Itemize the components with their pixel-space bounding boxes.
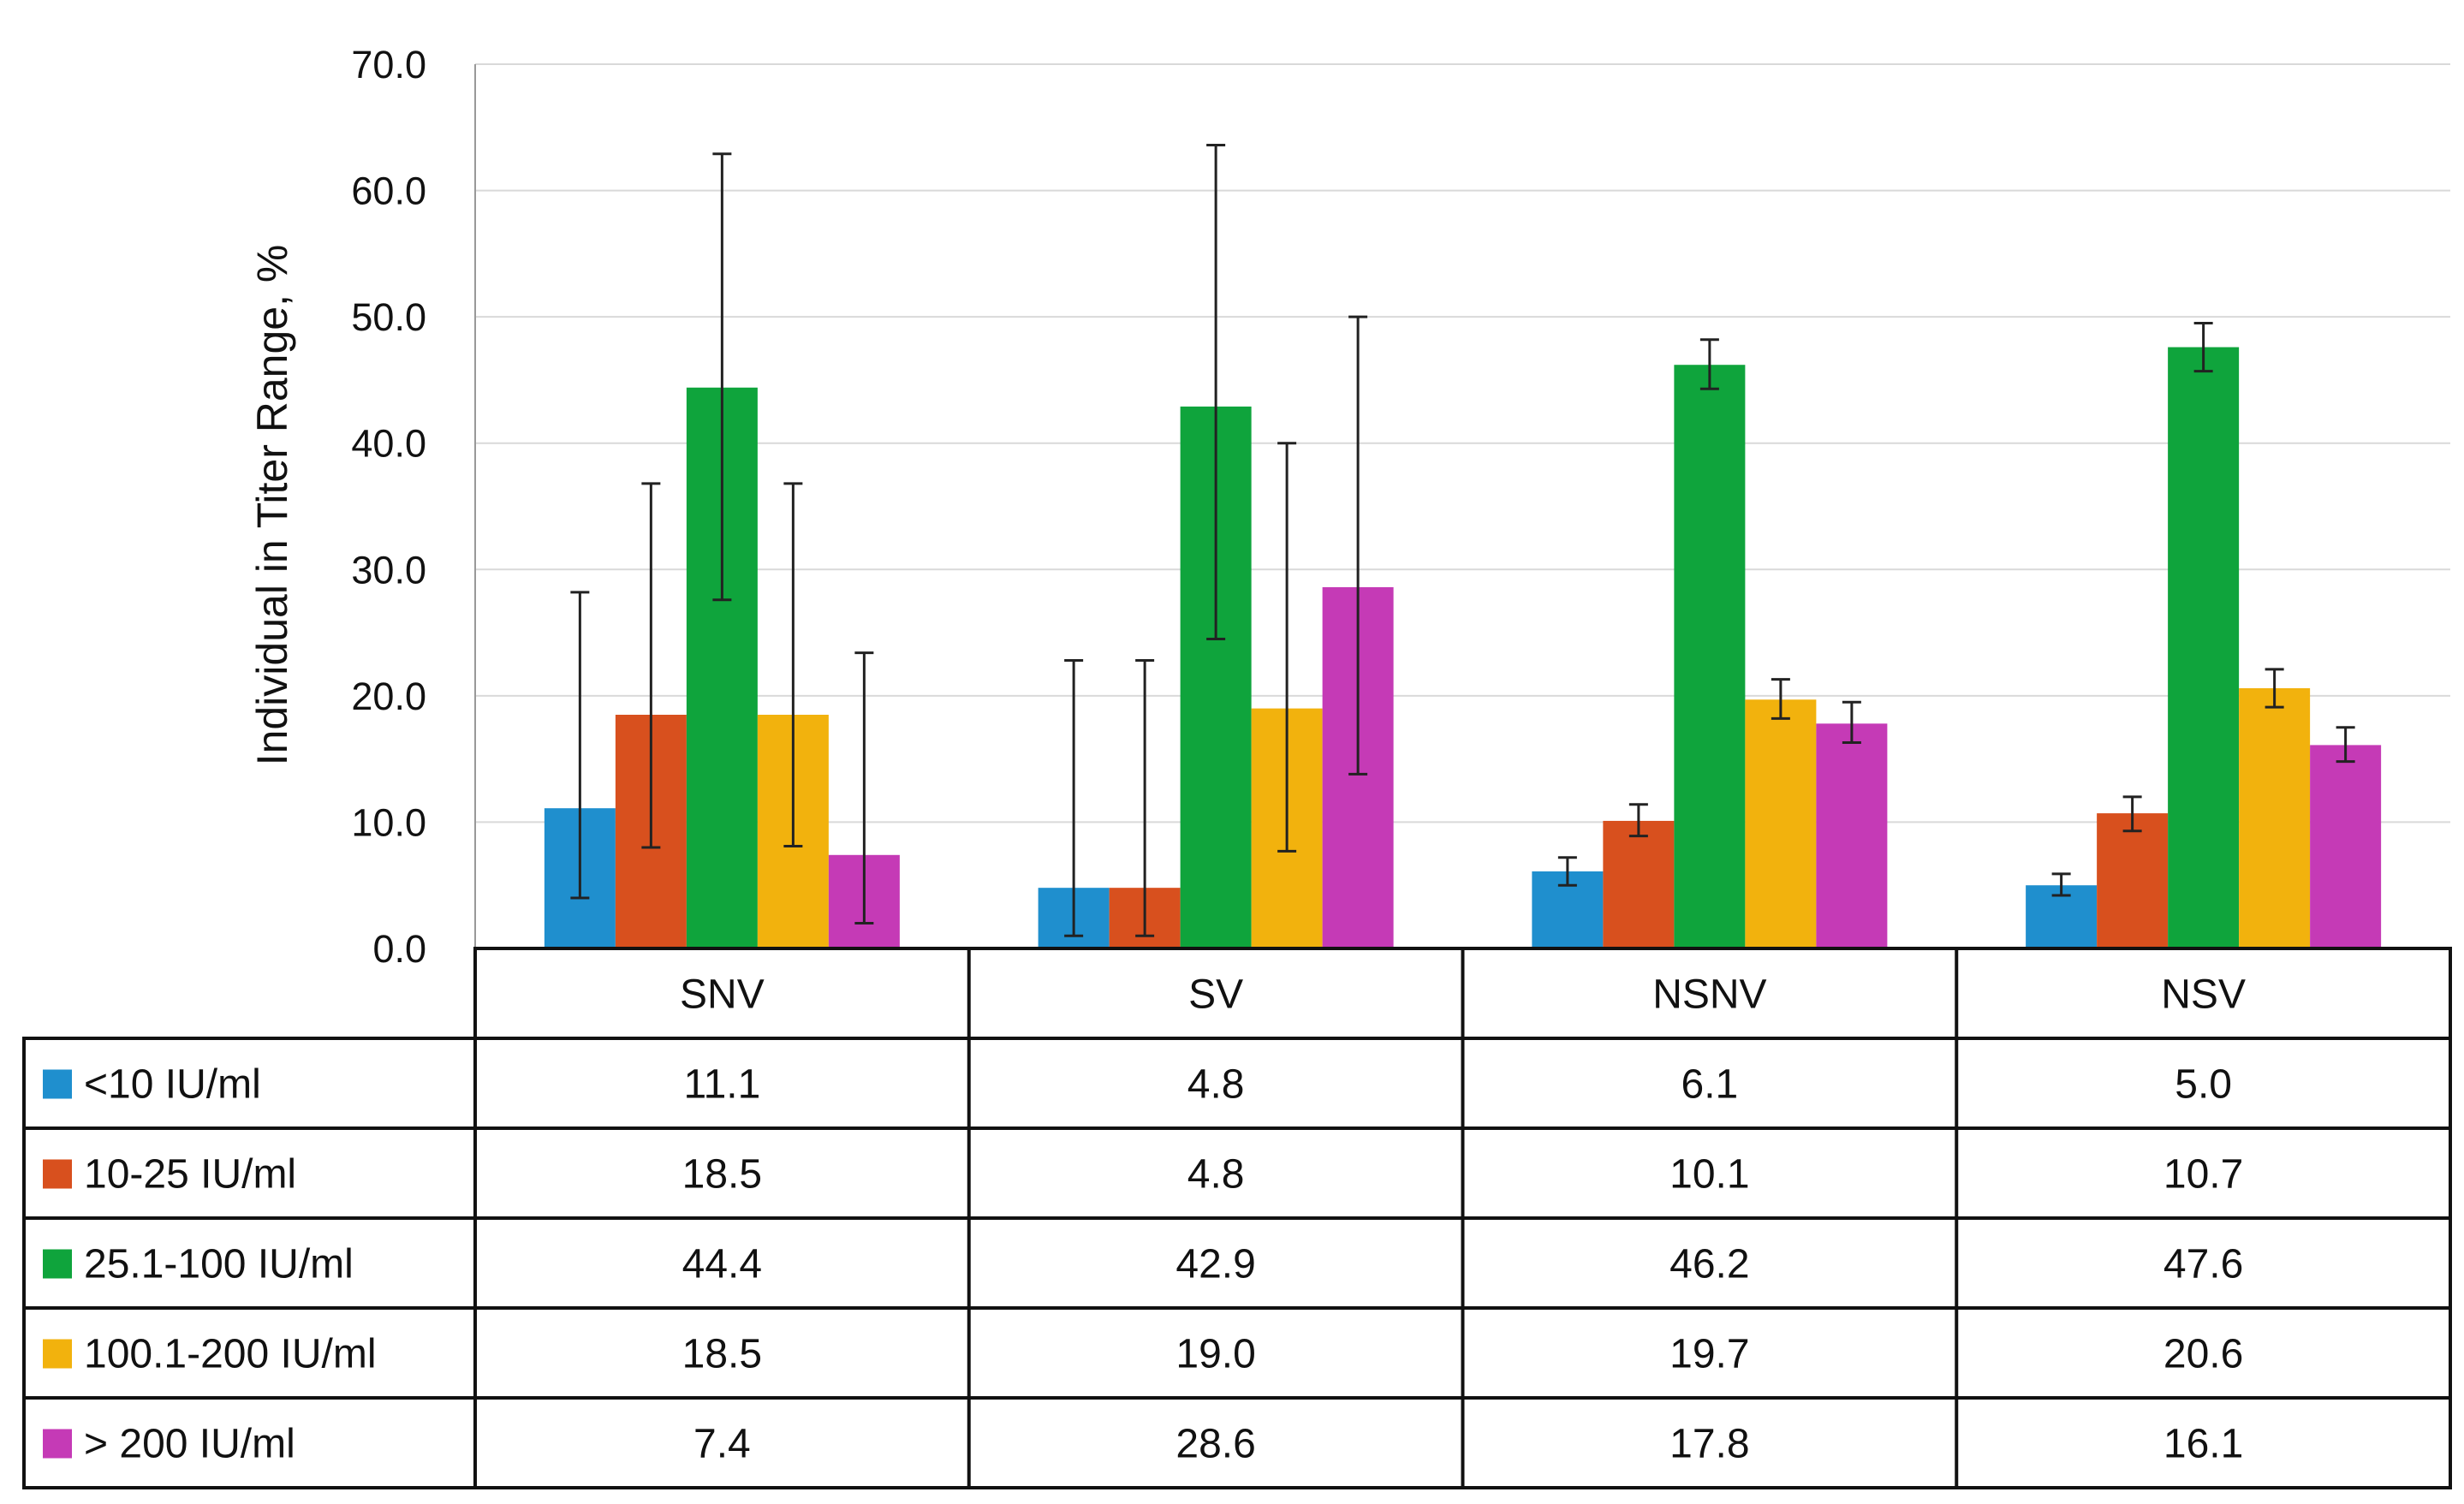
bar-nsv-10-25-iu-ml [2097,813,2169,948]
bar-nsnv-200-iu-ml [1816,723,1888,948]
error-bars [570,143,2355,937]
table-cell-nsnv-100-1-200-iu-ml: 19.7 [1669,1332,1749,1377]
legend-label-100-1-200-iu-ml: 100.1-200 IU/ml [84,1332,377,1377]
category-label-snv: SNV [680,972,765,1018]
bar-nsv-100-1-200-iu-ml [2239,688,2311,948]
y-tick-label: 0.0 [372,927,426,971]
legend-swatch-200-iu-ml [43,1429,72,1459]
legend-label-200-iu-ml: > 200 IU/ml [84,1422,295,1467]
table-cell-snv-200-iu-ml: 7.4 [693,1422,751,1467]
legend-swatch-100-1-200-iu-ml [43,1339,72,1369]
legend-label-10-25-iu-ml: 10-25 IU/ml [84,1152,296,1198]
y-axis-label: Individual in Titer Range, % [248,245,296,766]
table-cell-snv-100-1-200-iu-ml: 18.5 [682,1332,762,1377]
bar-nsv-200-iu-ml [2310,745,2382,948]
y-axis-ticks: 0.0 10.0 20.0 30.0 40.0 50.0 60.0 70.0 [351,43,426,971]
table-cell-nsv-200-iu-ml: 16.1 [2163,1422,2243,1467]
table-cell-nsnv-25-1-100-iu-ml: 46.2 [1669,1242,1749,1287]
legend-label-25-1-100-iu-ml: 25.1-100 IU/ml [84,1242,354,1287]
table-cell-nsnv-10-25-iu-ml: 10.1 [1669,1152,1749,1198]
table-cell-nsv-25-1-100-iu-ml: 47.6 [2163,1242,2243,1287]
bar-nsnv-10-25-iu-ml [1603,820,1675,948]
table-cell-nsnv-200-iu-ml: 17.8 [1669,1422,1749,1467]
table-cell-sv-25-1-100-iu-ml: 42.9 [1175,1242,1255,1287]
category-label-nsv: NSV [2161,972,2246,1018]
table-cell-nsnv-10-iu-ml: 6.1 [1681,1062,1739,1108]
category-label-nsnv: NSNV [1652,972,1766,1018]
legend-swatch-25-1-100-iu-ml [43,1249,72,1279]
y-tick-label: 30.0 [351,548,426,591]
table-cell-nsv-10-25-iu-ml: 10.7 [2163,1152,2243,1198]
y-tick-label: 60.0 [351,169,426,213]
bars [544,347,2382,949]
y-tick-label: 50.0 [351,295,426,339]
y-tick-label: 70.0 [351,43,426,86]
bar-nsv-25-1-100-iu-ml [2168,347,2240,948]
data-table: SNV SV NSNV NSV <10 IU/ml 11.1 4.8 6.1 5.0 10-25 … [22,947,2452,1489]
legend-label-10-iu-ml: <10 IU/ml [84,1062,261,1108]
bar-nsnv-100-1-200-iu-ml [1745,699,1817,948]
bar-nsnv-25-1-100-iu-ml [1674,365,1746,949]
table-cell-snv-10-25-iu-ml: 18.5 [682,1152,762,1198]
category-label-sv: SV [1188,972,1243,1018]
y-tick-label: 20.0 [351,675,426,718]
gridlines [475,63,2450,823]
table-cell-sv-10-iu-ml: 4.8 [1187,1062,1245,1108]
legend-swatch-10-iu-ml [43,1069,72,1099]
table-cell-nsv-10-iu-ml: 5.0 [2175,1062,2232,1108]
legend-swatch-10-25-iu-ml [43,1159,72,1189]
table-body-border [22,1037,2452,1489]
table-cell-sv-10-25-iu-ml: 4.8 [1187,1152,1245,1198]
table-cell-snv-25-1-100-iu-ml: 44.4 [682,1242,762,1287]
table-cell-snv-10-iu-ml: 11.1 [683,1062,760,1108]
table-cell-sv-200-iu-ml: 28.6 [1175,1422,1255,1467]
y-tick-label: 10.0 [351,800,426,844]
table-cell-nsv-100-1-200-iu-ml: 20.6 [2163,1332,2243,1377]
y-tick-label: 40.0 [351,422,426,466]
table-cell-sv-100-1-200-iu-ml: 19.0 [1175,1332,1255,1377]
